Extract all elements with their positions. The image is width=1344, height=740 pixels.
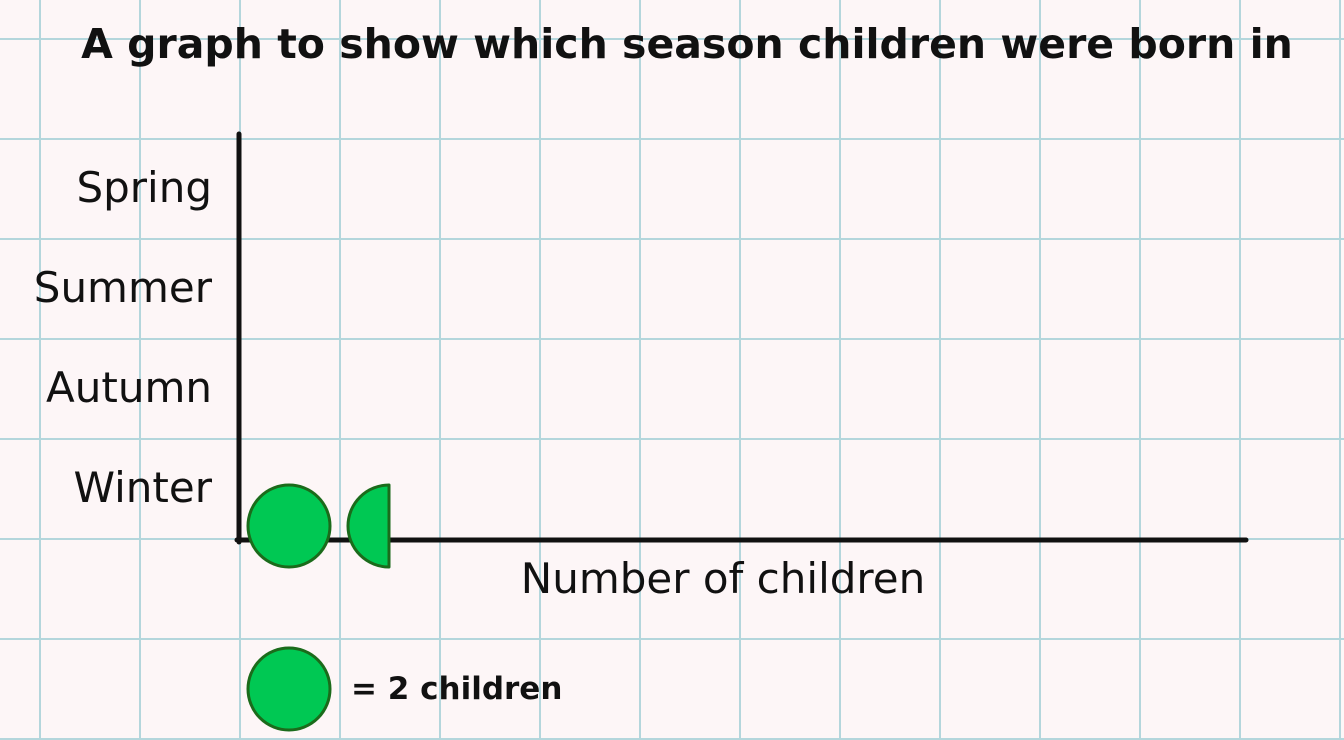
category-labels: Spring Summer Autumn Winter	[34, 163, 213, 512]
category-label-spring: Spring	[76, 163, 212, 212]
pictogram-symbols	[246, 483, 391, 569]
chart-title: A graph to show which season children we…	[81, 20, 1293, 68]
key-label: = 2 children	[351, 671, 562, 707]
category-label-summer: Summer	[34, 263, 213, 312]
key-symbol	[246, 646, 332, 732]
category-label-winter: Winter	[74, 463, 213, 512]
category-label-autumn: Autumn	[46, 363, 212, 412]
key: = 2 children	[246, 646, 562, 732]
symbol-winter-half	[346, 483, 391, 569]
symbol-winter-1	[246, 483, 332, 569]
x-axis-title: Number of children	[521, 554, 925, 603]
